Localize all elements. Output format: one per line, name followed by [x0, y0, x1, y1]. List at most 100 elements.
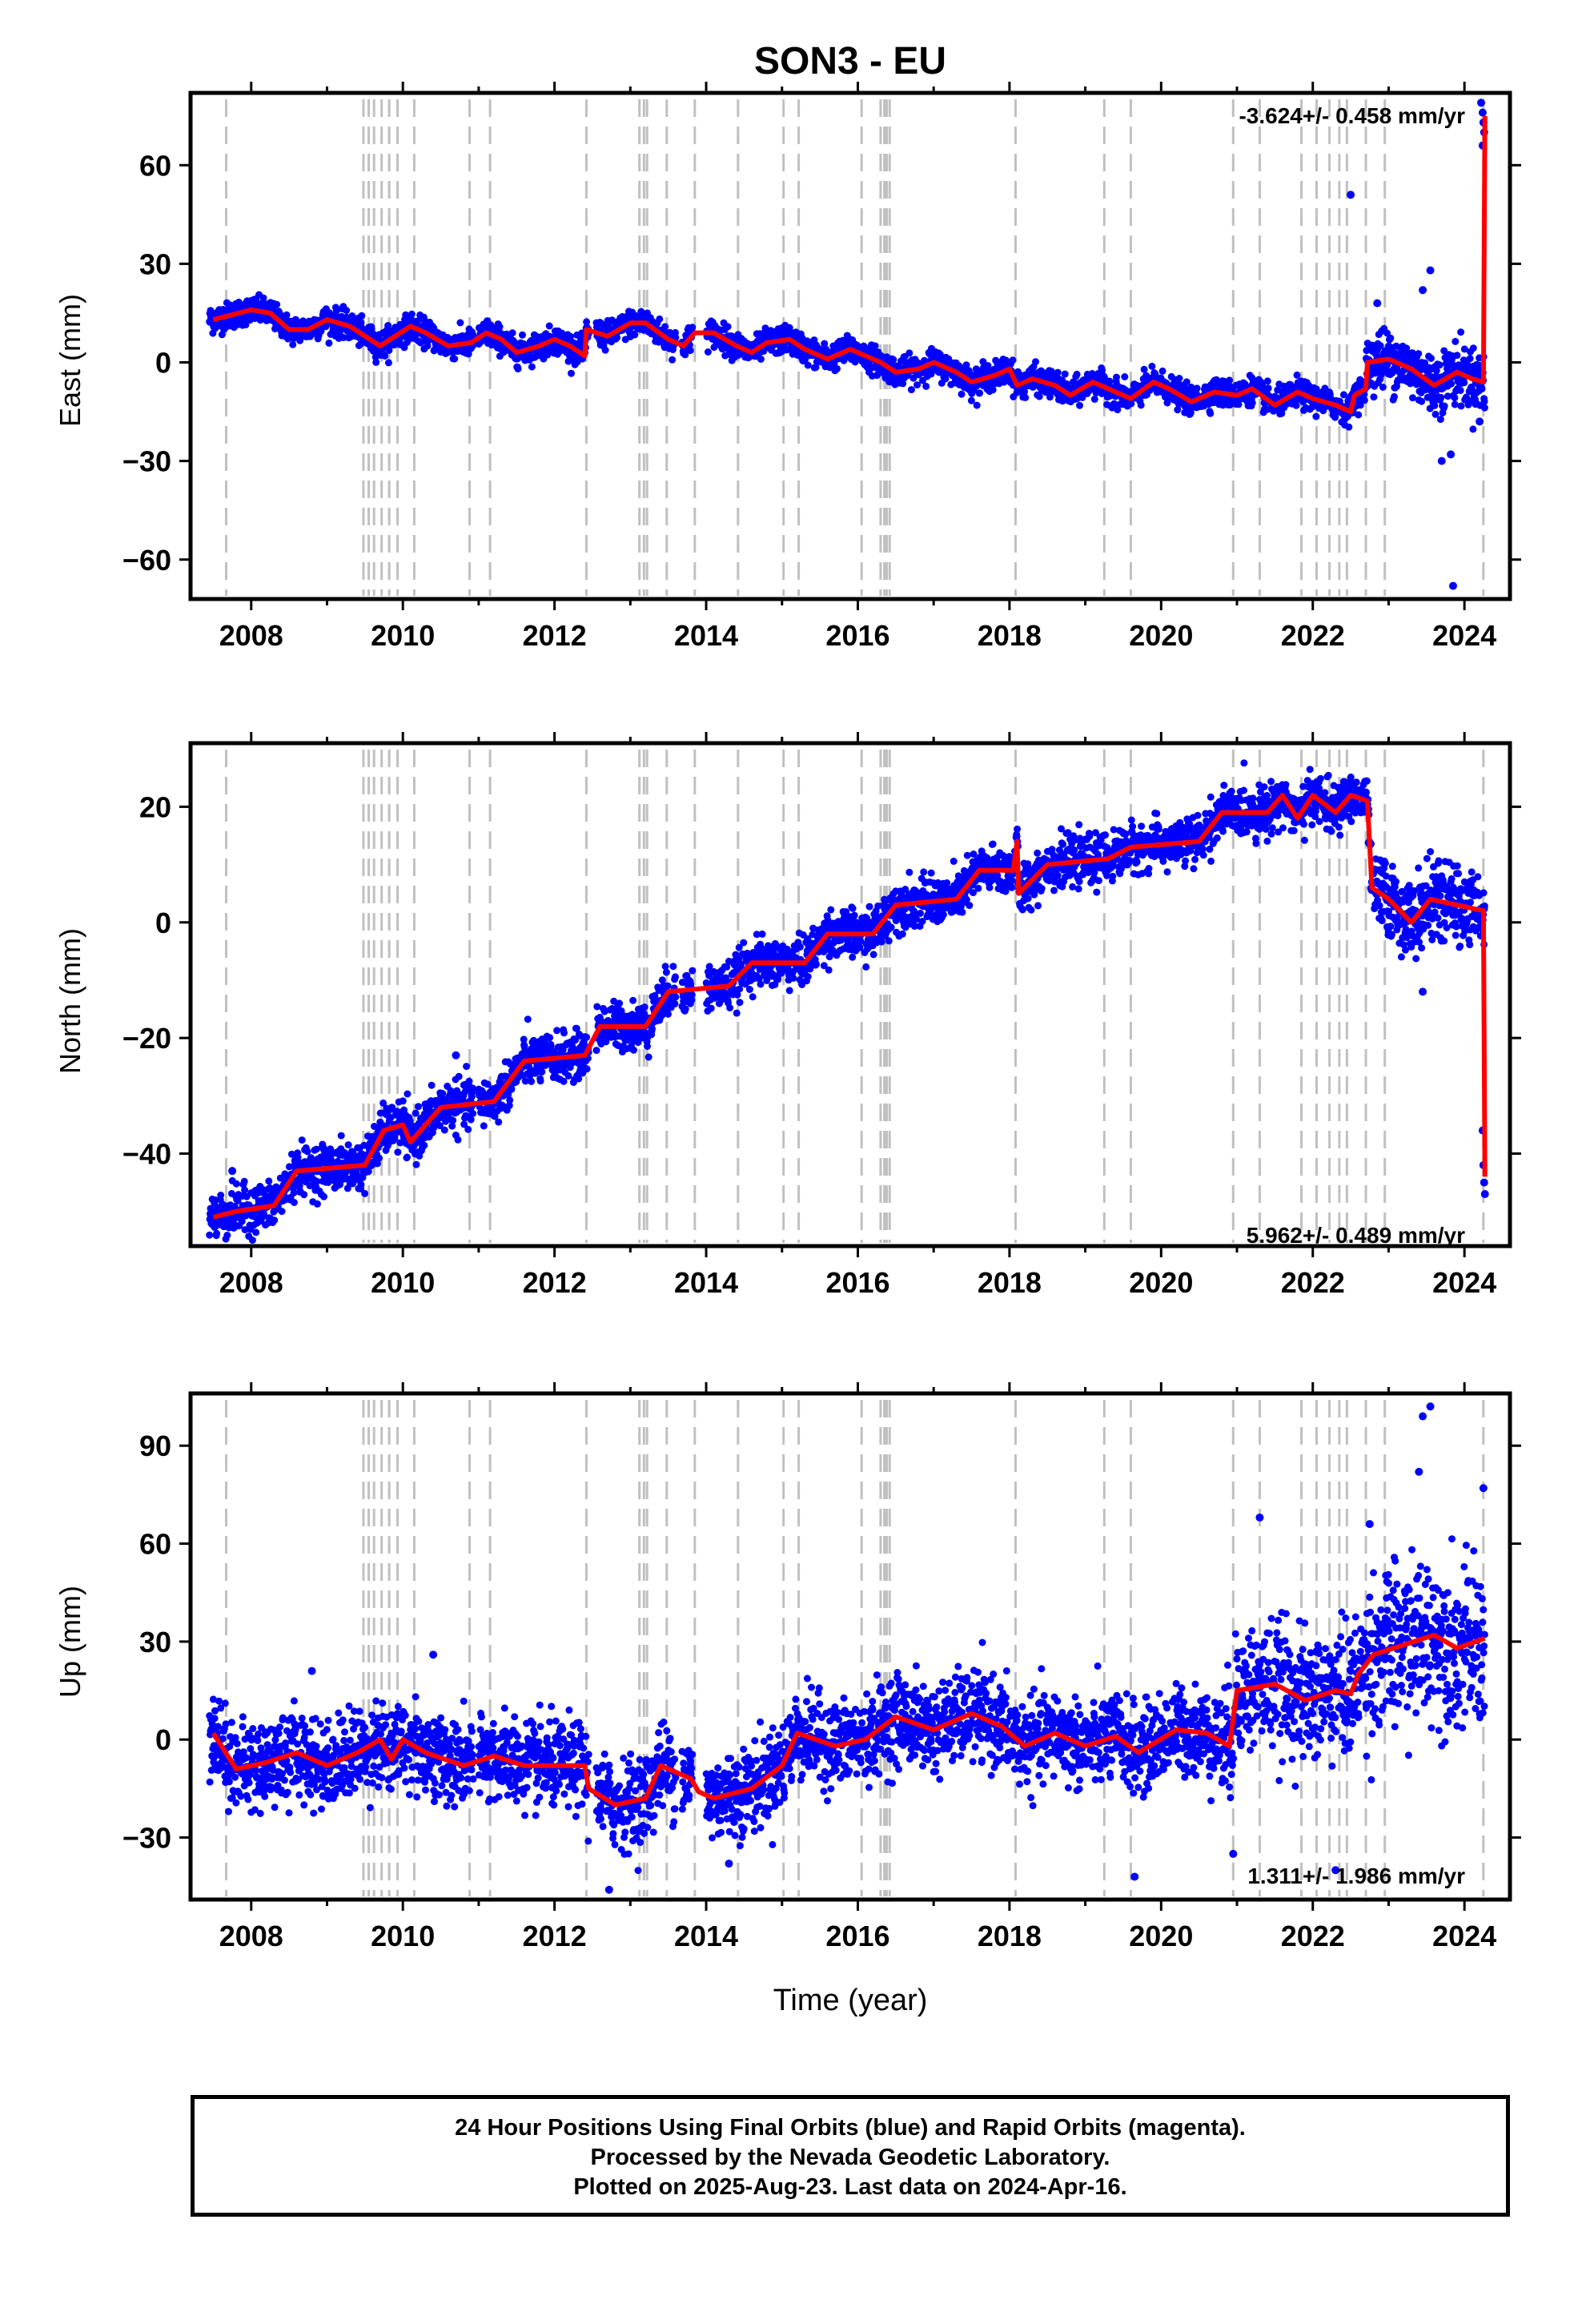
- outlier-point: [1426, 266, 1435, 275]
- data-point: [241, 1226, 249, 1234]
- data-point: [1235, 400, 1243, 408]
- data-point: [462, 1087, 470, 1095]
- data-point: [583, 1065, 591, 1073]
- outlier-point: [1373, 299, 1382, 308]
- data-point: [521, 1077, 529, 1085]
- data-point: [415, 1103, 422, 1111]
- data-point: [945, 355, 953, 363]
- data-point: [339, 334, 347, 341]
- data-point: [560, 1029, 568, 1037]
- data-point: [439, 1090, 447, 1097]
- data-point: [661, 323, 669, 331]
- data-point: [1391, 392, 1398, 400]
- data-point: [327, 1156, 335, 1164]
- data-point: [1278, 409, 1286, 417]
- data-point: [406, 1117, 414, 1125]
- data-point: [265, 1177, 273, 1185]
- data-point: [1440, 402, 1448, 410]
- data-point: [454, 1136, 462, 1144]
- data-point: [1174, 406, 1182, 414]
- data-point: [833, 364, 841, 372]
- data-point: [704, 348, 712, 356]
- data-point: [812, 364, 820, 372]
- data-point: [396, 1139, 404, 1147]
- data-point: [514, 365, 522, 373]
- data-point: [207, 307, 215, 315]
- data-point: [1460, 345, 1468, 353]
- data-point: [325, 339, 333, 347]
- data-point: [821, 340, 829, 348]
- data-point: [601, 346, 609, 354]
- data-point: [241, 1186, 249, 1194]
- data-point: [1457, 328, 1465, 336]
- data-point: [1259, 382, 1267, 390]
- data-point: [307, 1154, 315, 1162]
- data-point: [495, 1118, 503, 1126]
- data-point: [1312, 412, 1320, 420]
- data-point: [408, 310, 416, 318]
- outlier-point: [1347, 191, 1355, 199]
- data-point: [206, 1231, 214, 1239]
- data-point: [242, 321, 250, 329]
- data-point: [804, 361, 812, 369]
- data-point: [785, 324, 793, 332]
- data-point: [412, 1160, 420, 1168]
- data-point: [290, 1199, 298, 1206]
- data-point: [528, 363, 536, 371]
- data-point: [312, 1145, 320, 1153]
- data-point: [337, 1132, 345, 1140]
- data-point: [1431, 401, 1439, 409]
- data-point: [464, 350, 472, 358]
- data-point: [343, 307, 351, 315]
- data-point: [979, 358, 987, 366]
- data-point: [271, 1216, 279, 1224]
- data-point: [218, 331, 226, 339]
- x-tick-label: 2024: [1432, 619, 1496, 652]
- data-point: [358, 312, 366, 320]
- data-point: [1480, 398, 1488, 405]
- x-tick-label: 2016: [825, 619, 889, 652]
- data-point: [1193, 384, 1201, 392]
- data-point: [313, 1200, 321, 1208]
- x-tick-label: 2022: [1281, 619, 1345, 652]
- data-point: [252, 1228, 260, 1236]
- data-point: [1207, 409, 1215, 417]
- data-point: [420, 1141, 428, 1149]
- data-point: [1431, 410, 1439, 418]
- data-point: [613, 334, 621, 342]
- data-point: [1076, 401, 1083, 409]
- data-point: [1182, 378, 1191, 386]
- data-point: [553, 1027, 561, 1035]
- data-point: [234, 1196, 242, 1204]
- data-point: [1090, 395, 1098, 403]
- data-point: [757, 356, 765, 363]
- outlier-point: [1478, 108, 1487, 117]
- data-point: [1480, 404, 1488, 412]
- data-point: [583, 1033, 591, 1041]
- data-point: [1339, 391, 1347, 399]
- data-point: [724, 323, 732, 331]
- data-point: [303, 1148, 311, 1156]
- data-point: [240, 1177, 248, 1185]
- data-point: [1376, 342, 1384, 350]
- data-point: [1409, 394, 1416, 402]
- data-point: [1469, 425, 1477, 433]
- y-tick-label: −60: [122, 544, 171, 577]
- data-point: [1379, 384, 1387, 391]
- data-point: [298, 1136, 306, 1144]
- plot-frame: [188, 90, 1512, 601]
- data-point: [379, 1099, 387, 1107]
- data-point: [491, 1112, 499, 1120]
- data-point: [1460, 379, 1468, 387]
- data-point: [560, 1077, 568, 1085]
- data-point: [1264, 384, 1272, 392]
- data-point: [465, 1077, 473, 1085]
- data-point: [1022, 393, 1030, 401]
- data-point: [631, 331, 639, 339]
- data-point: [656, 315, 664, 323]
- data-point: [1456, 387, 1464, 394]
- data-point: [283, 311, 291, 319]
- data-point: [424, 342, 432, 350]
- data-point: [637, 308, 645, 316]
- data-point: [455, 1072, 463, 1080]
